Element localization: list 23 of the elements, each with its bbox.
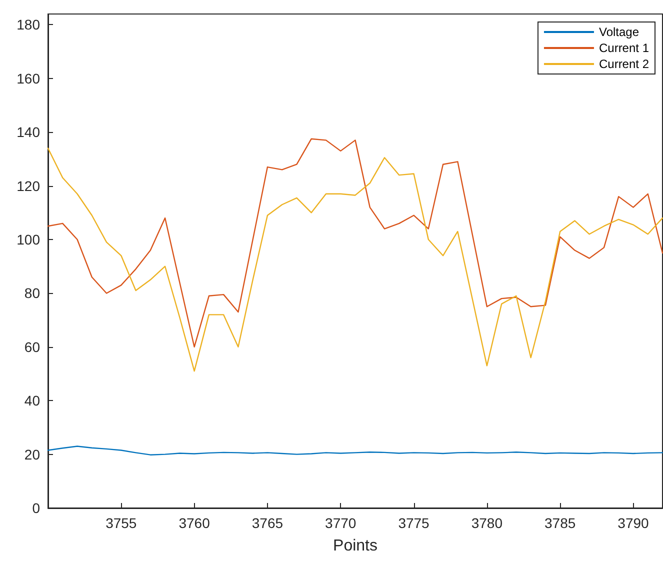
- legend-label: Current 2: [598, 57, 650, 71]
- x-tick-label: 3770: [325, 515, 356, 531]
- legend-label: Voltage: [598, 25, 640, 39]
- x-tick-label: 3760: [178, 515, 210, 531]
- x-tick-label: 3765: [252, 515, 284, 531]
- x-tick-label: 3755: [106, 515, 137, 531]
- y-tick-label: 160: [16, 70, 40, 86]
- y-tick-label: 100: [16, 232, 40, 248]
- x-tick-label: 3785: [544, 515, 576, 531]
- legend-label: Current 1: [598, 41, 650, 55]
- y-tick-label: 80: [24, 285, 40, 302]
- line-series: [47, 446, 663, 456]
- y-tick-label: 40: [24, 392, 40, 409]
- x-tick-label: 3780: [471, 515, 503, 531]
- y-tick-label: 140: [16, 124, 40, 140]
- y-tick-label: 0: [32, 500, 40, 516]
- y-tick-label: 180: [16, 16, 40, 33]
- x-tick-label: 3775: [398, 515, 430, 531]
- y-tick-label: 60: [24, 338, 40, 355]
- y-tick-label: 120: [16, 178, 40, 194]
- x-tick-label: 3790: [618, 515, 650, 531]
- x-axis-title: Points: [333, 538, 378, 554]
- y-tick-label: 20: [24, 446, 40, 462]
